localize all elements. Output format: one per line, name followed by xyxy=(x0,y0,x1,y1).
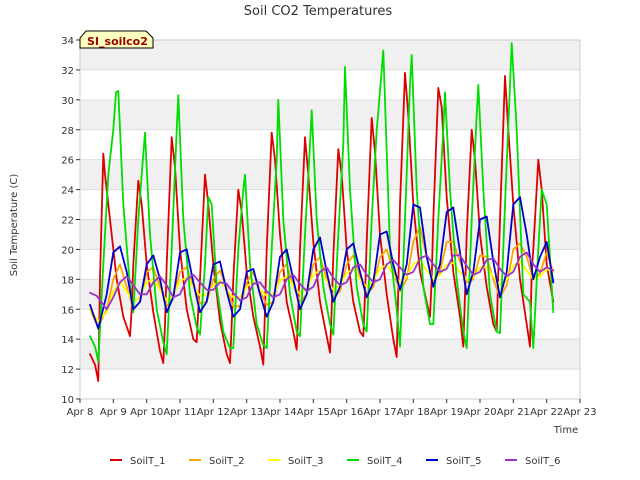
grid-band xyxy=(80,369,580,399)
x-tick-label: Apr 13 xyxy=(230,407,263,418)
x-tick-label: Apr 10 xyxy=(130,407,163,418)
y-tick-label: 10 xyxy=(61,395,74,406)
x-tick-label: Apr 22 xyxy=(530,407,563,418)
y-tick-label: 30 xyxy=(61,96,74,107)
x-tick-label: Apr 11 xyxy=(163,407,196,418)
legend-label: SoilT_2 xyxy=(209,456,245,467)
x-tick-label: Apr 23 xyxy=(563,407,596,418)
x-tick-label: Apr 12 xyxy=(197,407,230,418)
legend-label: SoilT_6 xyxy=(525,456,561,467)
y-tick-label: 18 xyxy=(61,275,74,286)
x-axis-ticks: Apr 8 Apr 9 Apr 10 Apr 11 Apr 12 Apr 13 Apr 14… xyxy=(67,399,597,418)
badge-label: SI_soilco2 xyxy=(87,35,148,48)
x-axis-label: Time xyxy=(553,425,578,436)
legend-label: SoilT_3 xyxy=(288,456,324,467)
y-tick-label: 14 xyxy=(61,335,74,346)
series-line-soilt-6 xyxy=(89,251,555,311)
legend: SoilT_1 SoilT_2 SoilT_3 SoilT_4 SoilT_5 SoilT… xyxy=(110,456,561,467)
chart-title: Soil CO2 Temperatures xyxy=(244,4,393,19)
x-tick-label: Apr 19 xyxy=(430,407,463,418)
grid-band xyxy=(80,189,580,220)
y-tick-label: 34 xyxy=(61,36,74,47)
y-tick-label: 26 xyxy=(61,156,74,167)
grid-band xyxy=(80,40,580,70)
y-tick-label: 22 xyxy=(61,216,74,227)
y-tick-label: 20 xyxy=(61,245,74,256)
y-tick-label: 12 xyxy=(61,365,74,376)
grid-band xyxy=(80,69,580,100)
station-badge: SI_soilco2 xyxy=(79,30,154,49)
legend-label: SoilT_4 xyxy=(367,456,403,467)
x-tick-label: Apr 17 xyxy=(363,407,396,418)
x-tick-label: Apr 15 xyxy=(297,407,330,418)
legend-label: SoilT_1 xyxy=(130,456,166,467)
x-tick-label: Apr 18 xyxy=(397,407,430,418)
series-line-soilt-5 xyxy=(89,196,555,330)
badge-shape xyxy=(79,30,154,49)
y-axis-ticks: 10 12 14 16 18 20 22 24 26 28 30 32 34 xyxy=(61,36,80,406)
grid-band xyxy=(80,99,580,130)
x-tick-label: Apr 16 xyxy=(330,407,363,418)
grid-band xyxy=(80,129,580,160)
y-tick-label: 32 xyxy=(61,66,74,77)
y-tick-label: 16 xyxy=(61,305,74,316)
x-tick-label: Apr 9 xyxy=(100,407,127,418)
y-axis-label: Soil Temperature (C) xyxy=(9,174,20,277)
y-tick-label: 24 xyxy=(61,186,74,197)
grid-band xyxy=(80,219,580,250)
y-tick-label: 28 xyxy=(61,126,74,137)
series-line-soilt-4 xyxy=(89,42,555,363)
x-tick-label: Apr 21 xyxy=(497,407,530,418)
grid-band xyxy=(80,159,580,190)
x-tick-label: Apr 20 xyxy=(463,407,496,418)
series-layer xyxy=(89,42,555,383)
legend-label: SoilT_5 xyxy=(446,456,482,467)
series-line-soilt-1 xyxy=(89,72,555,383)
x-tick-label: Apr 14 xyxy=(263,407,296,418)
x-tick-label: Apr 8 xyxy=(67,407,94,418)
